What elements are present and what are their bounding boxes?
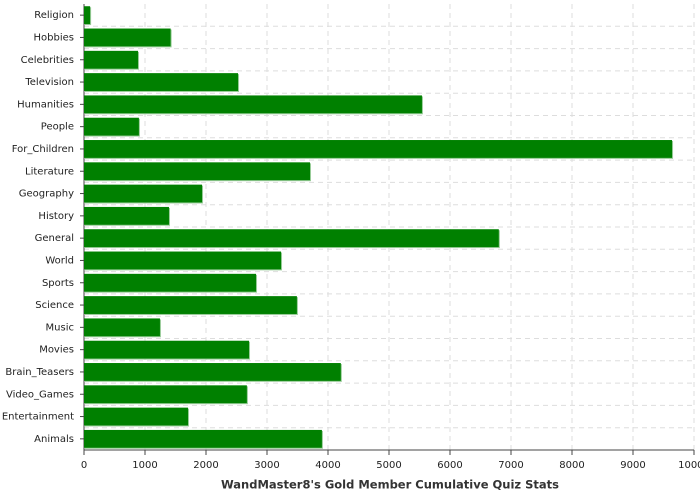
bar bbox=[84, 6, 91, 25]
chart-title: WandMaster8's Gold Member Cumulative Qui… bbox=[221, 478, 559, 492]
y-tick-label: Geography bbox=[19, 189, 74, 200]
bar bbox=[84, 407, 189, 426]
y-tick-label: Animals bbox=[34, 434, 74, 445]
bar bbox=[84, 429, 322, 448]
x-tick-label: 10000 bbox=[678, 460, 700, 471]
y-tick-label: Movies bbox=[39, 345, 74, 356]
bar bbox=[84, 385, 247, 404]
y-tick-label: Hobbies bbox=[34, 32, 74, 43]
y-tick-label: Music bbox=[46, 322, 74, 333]
y-tick-label: World bbox=[45, 255, 74, 266]
bar bbox=[84, 50, 138, 69]
bar bbox=[84, 73, 239, 91]
bar bbox=[84, 251, 282, 270]
y-tick-label: Literature bbox=[25, 166, 74, 177]
bar bbox=[84, 206, 169, 225]
y-tick-label: Religion bbox=[34, 10, 74, 21]
x-tick-label: 4000 bbox=[315, 460, 340, 471]
y-tick-label: For_Children bbox=[12, 144, 74, 155]
x-tick-label: 0 bbox=[81, 460, 87, 471]
x-tick-label: 9000 bbox=[620, 460, 645, 471]
x-tick-label: 1000 bbox=[132, 460, 157, 471]
bar bbox=[84, 318, 160, 337]
y-tick-label: Television bbox=[24, 77, 74, 88]
y-tick-label: History bbox=[38, 211, 74, 222]
y-tick-label: People bbox=[41, 122, 74, 133]
bar bbox=[84, 140, 673, 158]
y-tick-label: Entertainment bbox=[2, 412, 74, 423]
y-tick-label: Sports bbox=[42, 278, 74, 289]
bar bbox=[84, 162, 311, 181]
y-tick-label: Humanities bbox=[17, 99, 74, 110]
y-tick-label: Brain_Teasers bbox=[5, 367, 74, 378]
bar bbox=[84, 363, 341, 381]
x-tick-label: 7000 bbox=[498, 460, 523, 471]
x-tick-label: 8000 bbox=[559, 460, 584, 471]
y-tick-label: General bbox=[35, 233, 74, 244]
y-tick-label: Science bbox=[35, 300, 74, 311]
y-tick-label: Celebrities bbox=[21, 55, 74, 66]
bar bbox=[84, 273, 257, 292]
bar bbox=[84, 229, 499, 248]
bar bbox=[84, 28, 171, 47]
y-tick-label: Video_Games bbox=[6, 389, 74, 400]
x-tick-label: 5000 bbox=[376, 460, 401, 471]
bar bbox=[84, 296, 297, 314]
bar bbox=[84, 117, 139, 136]
x-tick-label: 3000 bbox=[254, 460, 279, 471]
bar bbox=[84, 184, 203, 203]
bar bbox=[84, 95, 422, 114]
bar bbox=[84, 340, 250, 359]
x-tick-label: 2000 bbox=[193, 460, 218, 471]
x-tick-label: 6000 bbox=[437, 460, 462, 471]
